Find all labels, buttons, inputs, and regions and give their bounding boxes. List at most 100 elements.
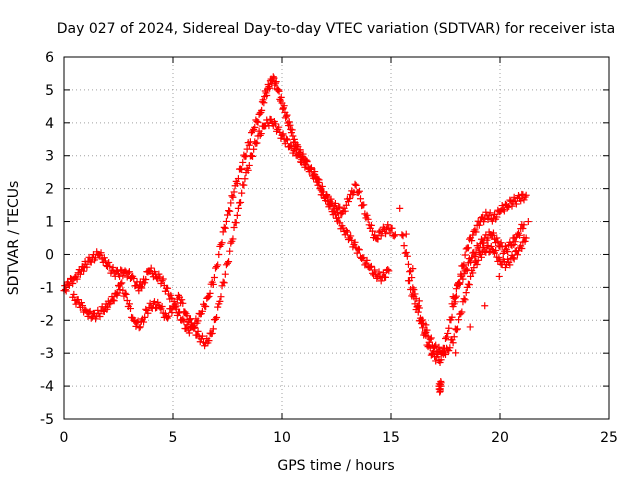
data-point-marker	[461, 296, 469, 304]
data-point-marker	[374, 235, 382, 243]
y-tick-label: -2	[40, 313, 54, 329]
data-point-marker	[283, 136, 291, 144]
data-point-marker	[101, 257, 109, 265]
data-point-marker	[117, 280, 125, 288]
data-point-marker	[509, 254, 517, 262]
data-point-marker	[249, 127, 257, 135]
data-point-marker	[459, 262, 467, 270]
data-point-marker	[229, 235, 237, 243]
data-point-marker	[504, 203, 512, 211]
data-point-marker	[368, 227, 376, 235]
data-point-marker	[277, 93, 285, 101]
data-point-marker	[222, 217, 230, 225]
data-point-marker	[390, 232, 398, 240]
data-point-marker	[355, 187, 363, 195]
data-point-marker	[477, 214, 485, 222]
data-point-marker	[522, 191, 530, 199]
data-point-marker	[406, 268, 414, 276]
data-point-marker	[174, 309, 182, 317]
data-point-marker	[233, 211, 241, 219]
data-point-marker	[427, 334, 435, 342]
data-point-marker	[437, 379, 445, 387]
data-point-marker	[130, 274, 138, 282]
data-point-marker	[219, 278, 227, 286]
data-point-marker	[225, 258, 233, 266]
data-point-marker	[323, 192, 331, 200]
data-point-marker	[214, 261, 222, 269]
data-point-marker	[311, 171, 319, 179]
data-point-marker	[396, 204, 404, 212]
data-point-marker	[185, 329, 193, 337]
data-point-marker	[303, 158, 311, 166]
data-point-marker	[144, 309, 152, 317]
data-point-marker	[460, 295, 468, 303]
data-point-marker	[186, 315, 194, 323]
data-point-marker	[399, 232, 407, 240]
data-point-marker	[480, 218, 488, 226]
data-point-marker	[462, 289, 470, 297]
data-point-marker	[121, 289, 129, 297]
y-tick-label: 5	[45, 83, 54, 99]
data-point-marker	[506, 261, 514, 269]
data-point-marker	[315, 179, 323, 187]
y-tick-label: -1	[40, 280, 54, 296]
data-point-marker	[331, 199, 339, 207]
data-point-marker	[354, 189, 362, 197]
data-point-marker	[271, 79, 279, 87]
data-point-marker	[520, 221, 528, 229]
data-point-marker	[198, 307, 206, 315]
data-point-marker	[426, 335, 434, 343]
data-point-marker	[213, 313, 221, 321]
data-point-marker	[306, 165, 314, 173]
data-point-marker	[351, 180, 359, 188]
data-point-marker	[282, 135, 290, 143]
data-point-marker	[524, 218, 532, 226]
data-point-marker	[291, 145, 299, 153]
data-point-marker	[481, 302, 489, 310]
data-point-marker	[288, 126, 296, 134]
data-point-marker	[356, 195, 364, 203]
data-point-marker	[497, 239, 505, 247]
data-point-marker	[141, 313, 149, 321]
data-point-marker	[167, 291, 175, 299]
data-point-marker	[510, 255, 518, 263]
data-point-marker	[133, 318, 141, 326]
data-point-marker	[467, 258, 475, 266]
data-point-marker	[443, 333, 451, 341]
data-point-marker	[391, 231, 399, 239]
data-point-marker	[344, 198, 352, 206]
data-point-marker	[448, 300, 456, 308]
data-point-marker	[286, 121, 294, 129]
data-point-marker	[150, 298, 158, 306]
data-point-marker	[219, 228, 227, 236]
data-point-marker	[275, 123, 283, 131]
data-point-marker	[224, 259, 231, 267]
tick-labels: 0 5 10 15 20 25 -5 -4 -3 -2 -1 0 1 2 3 4 5 6	[40, 50, 618, 446]
data-point-marker	[492, 247, 500, 255]
data-point-marker	[517, 197, 525, 205]
y-tick-label: 3	[45, 149, 54, 165]
data-point-marker	[352, 181, 360, 189]
data-point-marker	[466, 323, 474, 331]
data-point-marker	[165, 312, 173, 320]
data-point-marker	[494, 237, 502, 245]
data-point-marker	[477, 253, 485, 261]
data-point-marker	[190, 322, 198, 330]
data-point-marker	[521, 237, 529, 245]
data-point-marker	[384, 221, 392, 229]
data-point-marker	[234, 175, 242, 183]
data-point-marker	[343, 228, 351, 236]
y-tick-label: 6	[45, 50, 54, 66]
data-point-marker	[489, 229, 497, 237]
data-point-marker	[361, 261, 369, 269]
data-point-marker	[180, 317, 188, 325]
data-point-marker	[342, 227, 350, 235]
data-point-marker	[205, 337, 213, 345]
data-point-marker	[458, 308, 466, 316]
data-point-marker	[212, 315, 220, 323]
data-point-marker	[125, 268, 133, 276]
y-tick-label: -4	[40, 379, 54, 395]
data-point-marker	[402, 230, 410, 238]
data-point-marker	[247, 152, 255, 160]
